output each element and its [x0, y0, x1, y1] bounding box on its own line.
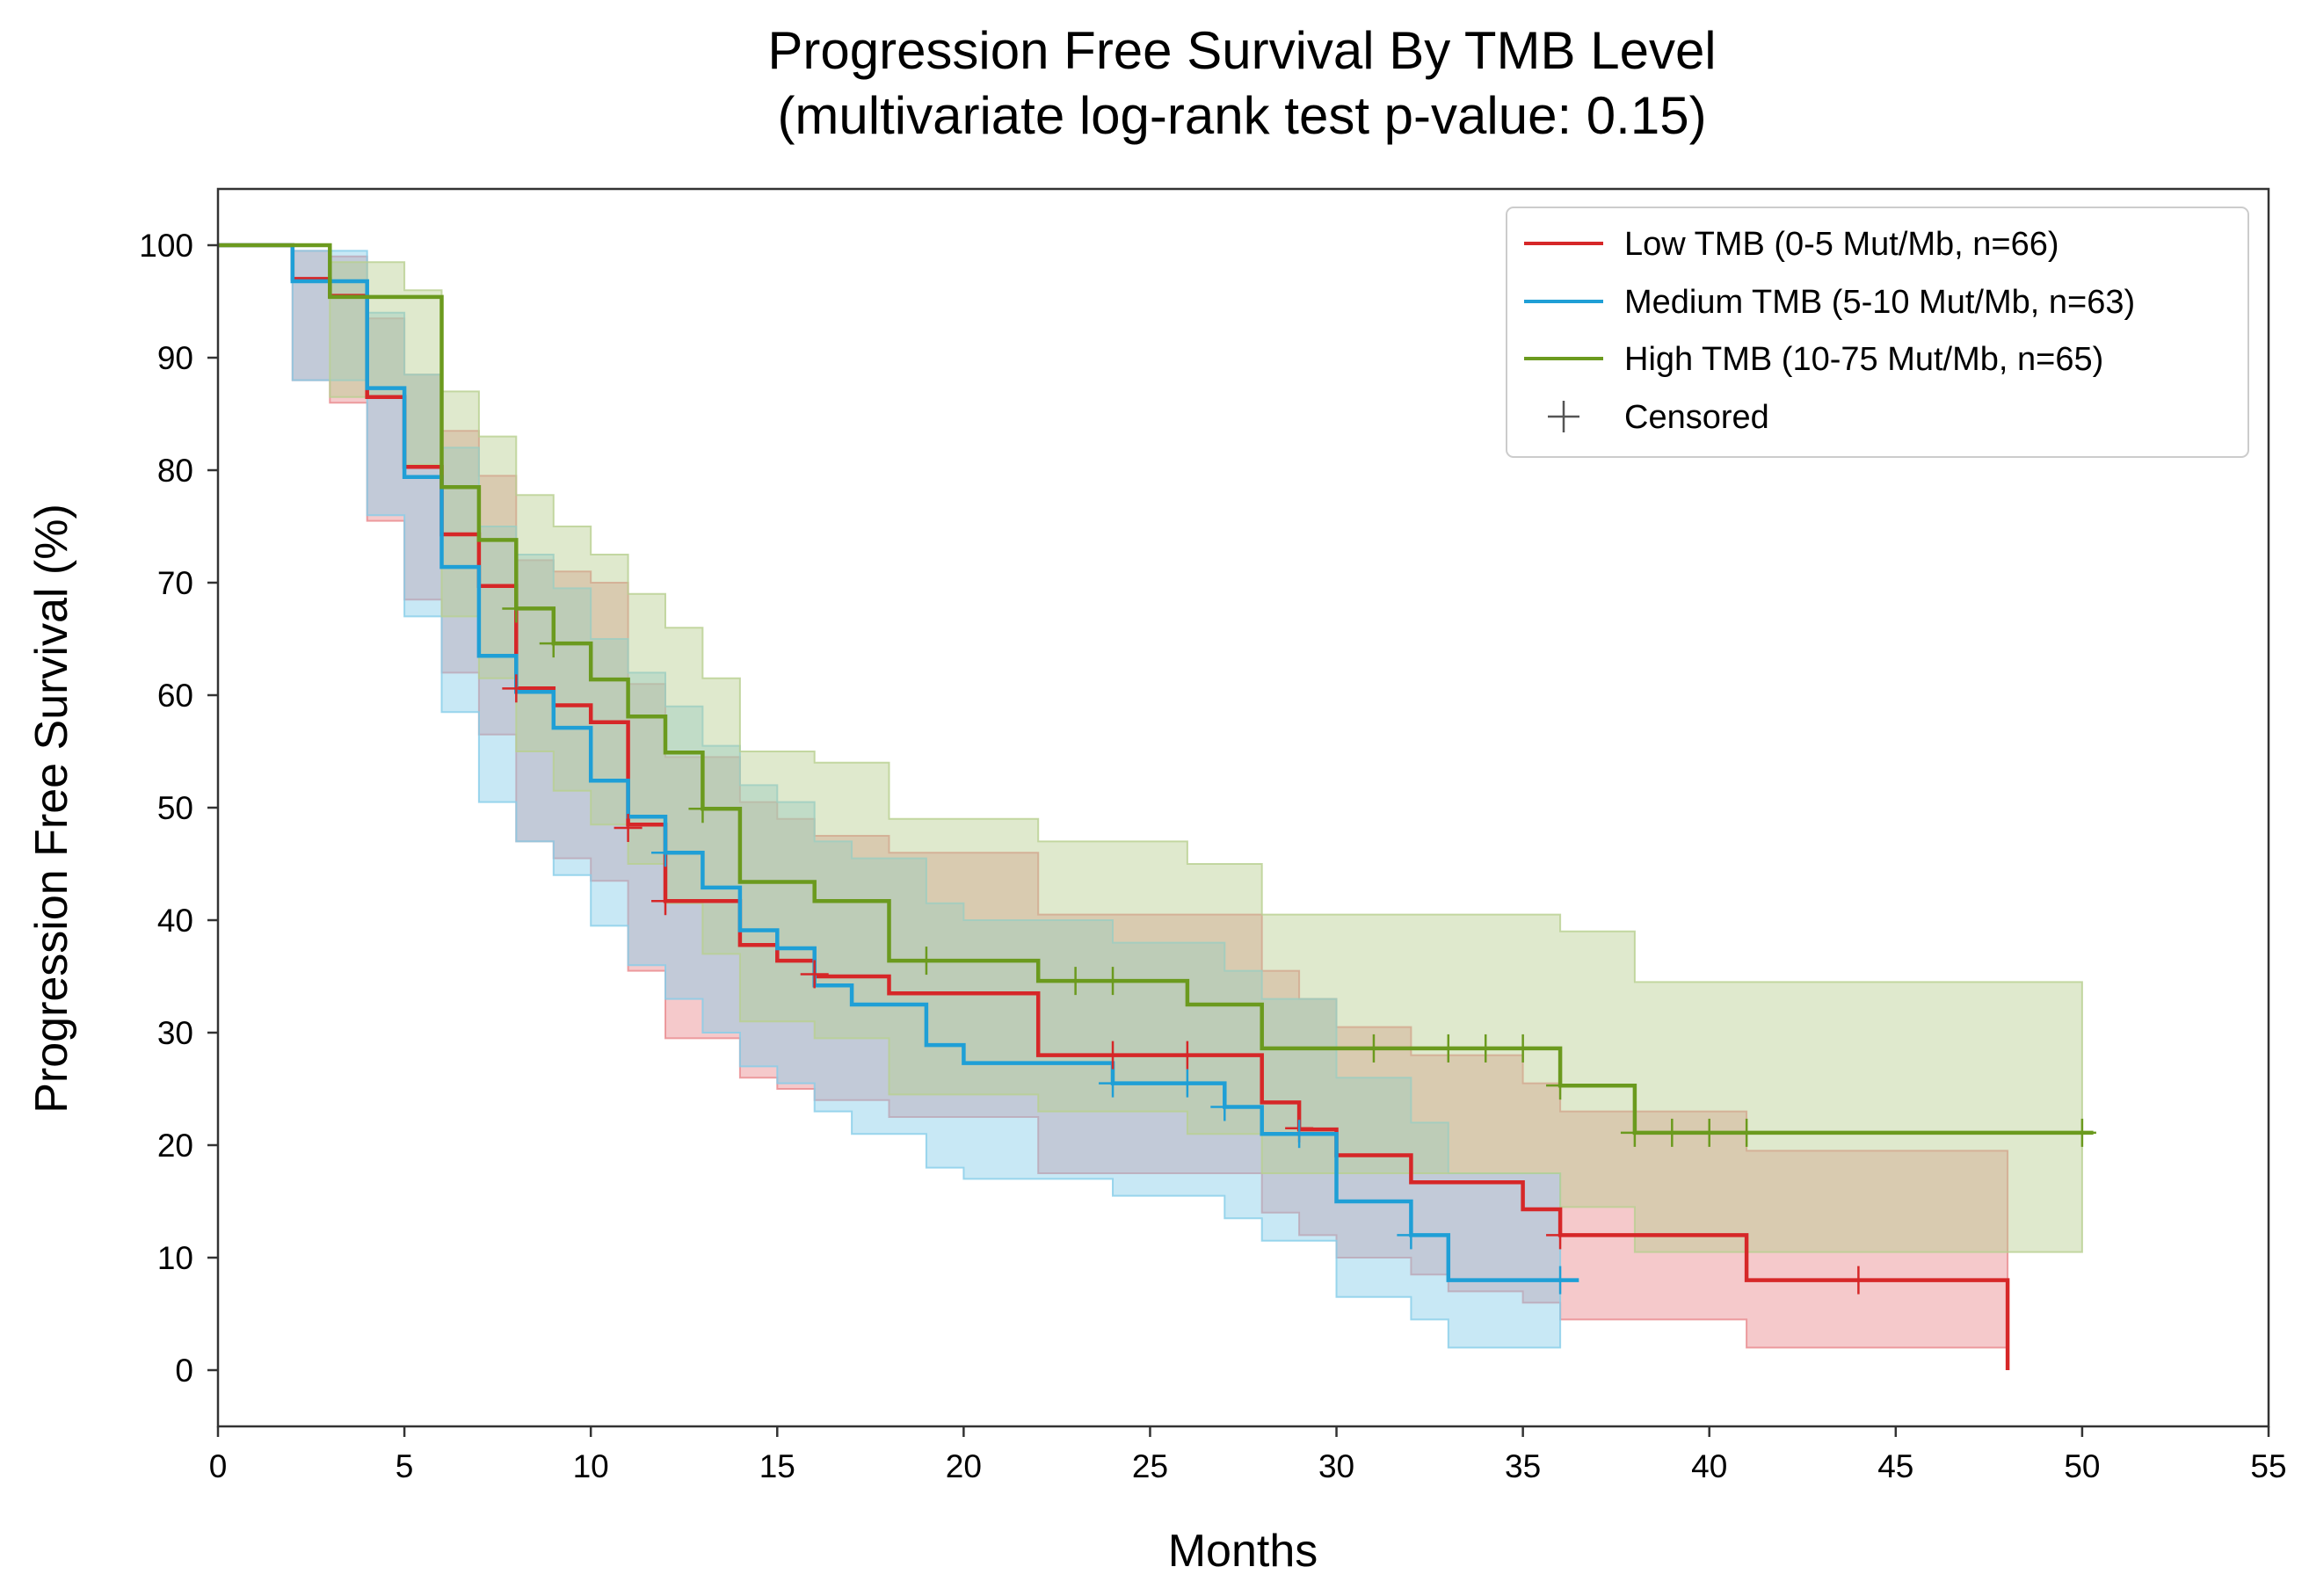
x-axis-label: Months [1168, 1526, 1318, 1577]
y-tick-label: 10 [157, 1240, 193, 1276]
x-tick-label: 45 [1877, 1448, 1913, 1484]
censor-mark-high-tmb [1658, 1118, 1687, 1147]
x-tick-label: 30 [1318, 1448, 1354, 1484]
censor-mark-low-tmb [651, 887, 680, 916]
x-tick-label: 40 [1691, 1448, 1727, 1484]
y-tick-label: 70 [157, 565, 193, 601]
censor-mark-medium-tmb [1285, 1120, 1314, 1149]
censor-mark-medium-tmb [1397, 1221, 1426, 1250]
censor-mark-medium-tmb [1546, 1266, 1575, 1295]
y-tick-label: 0 [175, 1353, 193, 1389]
legend-label-low-tmb: Low TMB (0-5 Mut/Mb, n=66) [1624, 226, 2059, 263]
chart-subtitle: (multivariate log-rank test p-value: 0.1… [777, 86, 1706, 145]
y-tick-label: 30 [157, 1015, 193, 1051]
censor-mark-medium-tmb [1173, 1069, 1202, 1098]
censor-mark-medium-tmb [651, 838, 680, 867]
y-tick-label: 50 [157, 790, 193, 826]
survival-line-medium-tmb [218, 243, 1579, 1282]
censor-mark-low-tmb [614, 814, 643, 843]
censor-mark-low-tmb [1099, 1041, 1128, 1070]
ci-band-high-tmb [218, 244, 2083, 1253]
censor-markers [502, 594, 2096, 1295]
legend-label-censored: Censored [1624, 399, 1769, 436]
legend-label-medium-tmb: Medium TMB (5-10 Mut/Mb, n=63) [1624, 284, 2135, 321]
x-tick-label: 10 [573, 1448, 609, 1484]
censor-mark-low-tmb [1844, 1266, 1873, 1295]
x-tick-label: 50 [2064, 1448, 2100, 1484]
x-tick-label: 20 [946, 1448, 982, 1484]
censor-mark-high-tmb [1508, 1034, 1537, 1063]
y-tick-label: 90 [157, 340, 193, 376]
confidence-bands [218, 244, 2083, 1349]
censor-mark-high-tmb [539, 629, 568, 658]
x-tick-label: 15 [759, 1448, 795, 1484]
x-tick-label: 55 [2250, 1448, 2286, 1484]
y-axis: 0 10 20 30 40 50 60 70 80 90 100 [139, 228, 218, 1389]
censor-mark-high-tmb [2067, 1118, 2096, 1147]
censor-mark-low-tmb [502, 674, 531, 703]
x-tick-label: 35 [1505, 1448, 1541, 1484]
legend-censor-marker [1548, 401, 1579, 432]
legend-box [1506, 207, 2249, 458]
censor-mark-high-tmb [1620, 1118, 1649, 1147]
censor-mark-low-tmb [1173, 1041, 1202, 1070]
censor-mark-high-tmb [688, 794, 717, 823]
censor-mark-high-tmb [1359, 1034, 1388, 1063]
chart-title: Progression Free Survival By TMB Level [767, 21, 1716, 80]
censor-mark-high-tmb [1061, 967, 1090, 996]
x-tick-label: 5 [396, 1448, 414, 1484]
censor-mark-medium-tmb [1099, 1069, 1128, 1098]
censor-mark-high-tmb [1546, 1071, 1575, 1100]
survival-line-high-tmb [218, 243, 2094, 1135]
survival-curves [218, 243, 2094, 1370]
legend-label-high-tmb: High TMB (10-75 Mut/Mb, n=65) [1624, 341, 2103, 378]
y-axis-label: Progression Free Survival (%) [26, 504, 77, 1114]
censor-mark-high-tmb [502, 594, 531, 623]
x-tick-label: 0 [209, 1448, 228, 1484]
censor-mark-high-tmb [1471, 1034, 1500, 1063]
x-tick-label: 25 [1132, 1448, 1168, 1484]
legend: Low TMB (0-5 Mut/Mb, n=66) Medium TMB (5… [1506, 207, 2249, 458]
y-tick-label: 100 [139, 228, 193, 264]
censor-mark-medium-tmb [1210, 1092, 1239, 1121]
censor-mark-high-tmb [911, 947, 940, 976]
censor-mark-high-tmb [1434, 1034, 1463, 1063]
y-tick-label: 80 [157, 453, 193, 489]
censor-mark-low-tmb [800, 960, 829, 989]
ci-band-medium-tmb [218, 244, 1562, 1349]
censor-mark-high-tmb [1732, 1118, 1761, 1147]
censor-mark-low-tmb [1546, 1221, 1575, 1250]
censor-mark-high-tmb [1099, 967, 1128, 996]
y-tick-label: 60 [157, 678, 193, 714]
y-tick-label: 20 [157, 1128, 193, 1164]
ci-band-low-tmb [218, 244, 2009, 1349]
censor-mark-high-tmb [1695, 1118, 1724, 1147]
y-tick-label: 40 [157, 903, 193, 939]
x-axis: 0 5 10 15 20 25 30 35 40 45 50 55 [209, 1426, 2287, 1484]
